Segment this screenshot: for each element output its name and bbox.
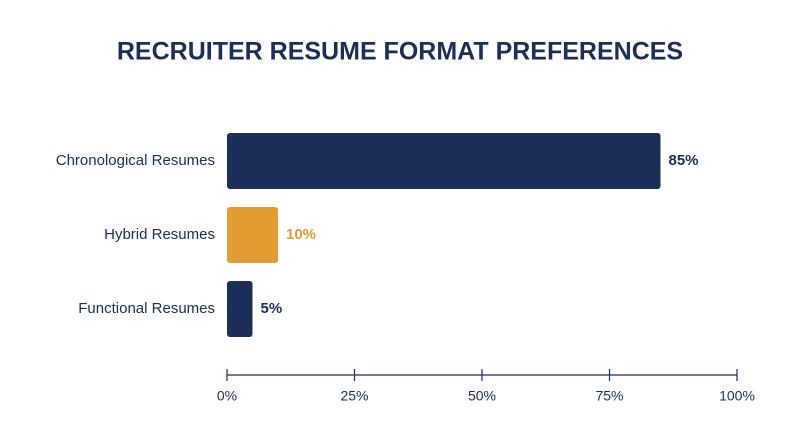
x-tick-label: 25% bbox=[340, 388, 368, 404]
y-tick-label: Hybrid Resumes bbox=[104, 226, 215, 243]
bar bbox=[227, 207, 278, 263]
x-tick-label: 50% bbox=[468, 388, 496, 404]
data-label: 85% bbox=[669, 152, 699, 169]
x-tick-label: 0% bbox=[217, 388, 237, 404]
chart-title: RECRUITER RESUME FORMAT PREFERENCES bbox=[117, 38, 683, 66]
x-tick-label: 75% bbox=[595, 388, 623, 404]
x-tick-label: 100% bbox=[719, 388, 755, 404]
y-tick-label: Chronological Resumes bbox=[56, 152, 215, 169]
data-label: 10% bbox=[286, 226, 316, 243]
bar bbox=[227, 133, 661, 189]
y-tick-label: Functional Resumes bbox=[78, 300, 215, 317]
data-label: 5% bbox=[261, 300, 283, 317]
bar bbox=[227, 281, 253, 337]
